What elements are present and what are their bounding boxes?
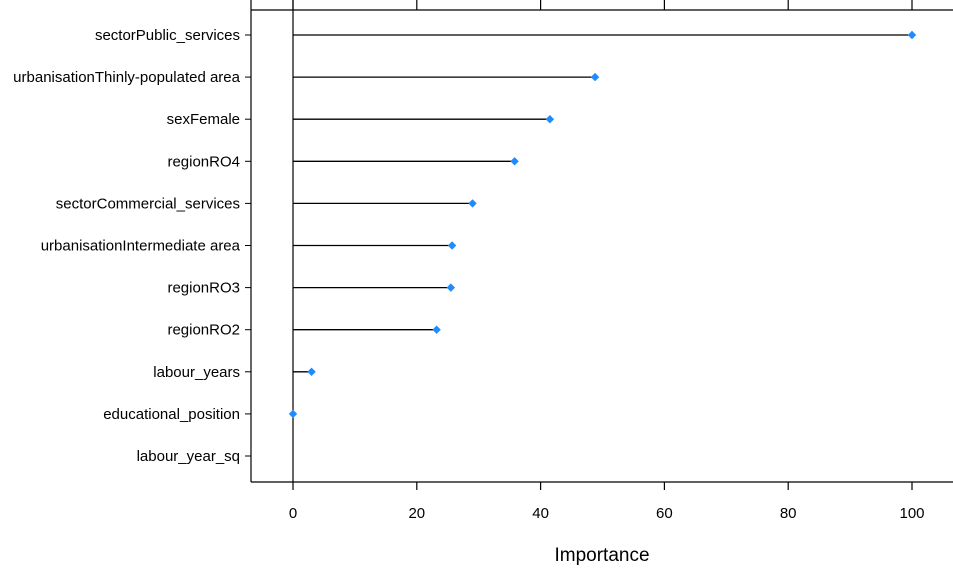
data-point	[590, 72, 600, 82]
data-point	[447, 241, 457, 250]
y-tick-label: labour_year_sq	[137, 448, 240, 465]
plot-frame	[250, 0, 953, 483]
data-point	[432, 325, 441, 334]
data-point	[468, 199, 477, 208]
x-tick-label: 20	[408, 505, 425, 522]
x-axis-title: Importance	[554, 545, 649, 566]
x-tick-label: 80	[780, 505, 797, 522]
data-point	[510, 157, 519, 166]
y-tick-label: regionRO2	[167, 322, 240, 339]
data-point	[307, 367, 316, 376]
data-point	[907, 30, 917, 40]
data-point	[446, 283, 456, 292]
y-tick-label: sectorCommercial_services	[56, 195, 240, 212]
data-point	[288, 409, 298, 419]
x-tick-label: 0	[289, 505, 297, 522]
y-tick-label: urbanisationIntermediate area	[41, 238, 241, 255]
x-tick-label: 100	[899, 505, 924, 522]
y-axis-labels: sectorPublic_services urbanisationThinly-…	[13, 27, 251, 465]
y-tick-label: sexFemale	[167, 111, 240, 128]
x-tick-label: 60	[656, 505, 673, 522]
y-tick-label: sectorPublic_services	[95, 27, 240, 44]
x-tick-label: 40	[532, 505, 549, 522]
data-point	[545, 115, 555, 124]
y-tick-label: labour_years	[153, 364, 240, 381]
y-tick-label: urbanisationThinly-populated area	[13, 69, 240, 86]
y-tick-label: regionRO4	[167, 153, 240, 170]
y-tick-label: regionRO3	[167, 280, 240, 297]
x-axis: 0 20 40 60 80 100	[289, 482, 925, 522]
stems	[293, 34, 912, 373]
y-tick-label: educational_position	[103, 406, 240, 423]
points	[288, 30, 917, 419]
